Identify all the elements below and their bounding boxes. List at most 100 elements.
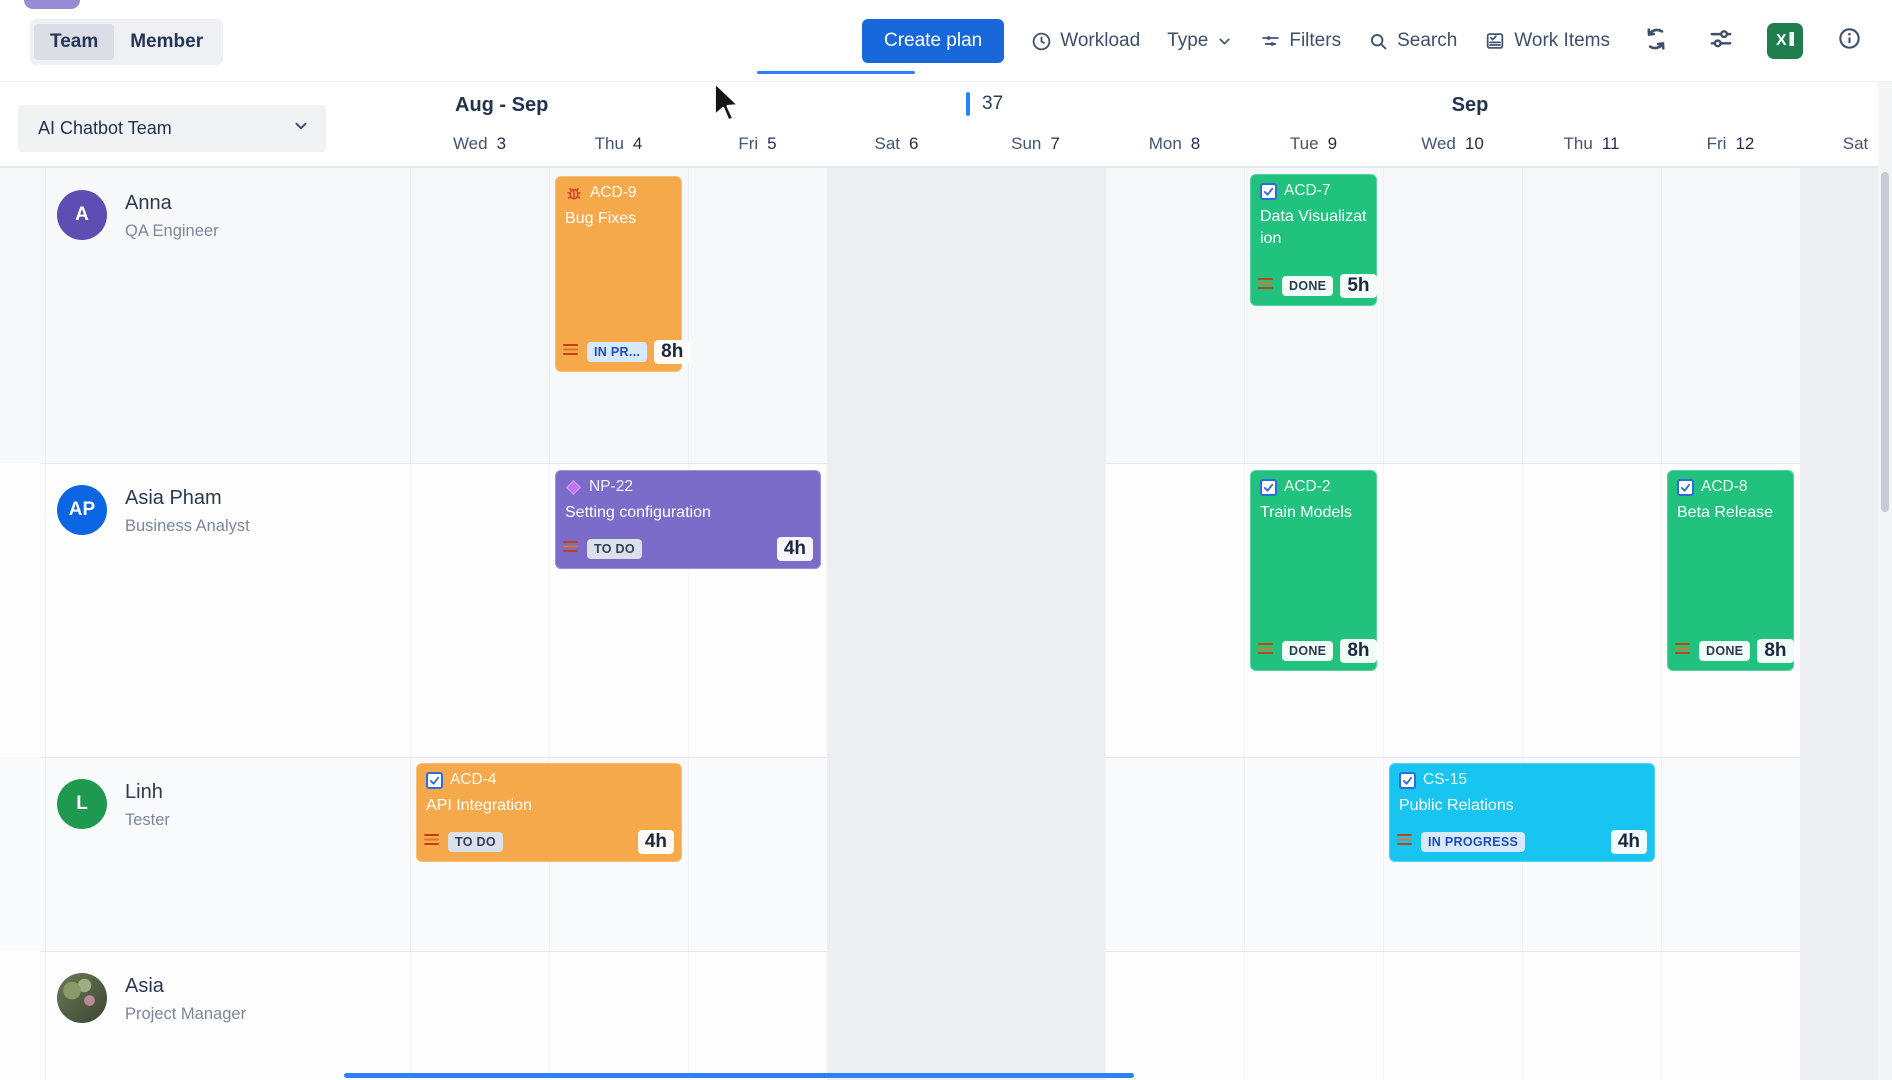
- task-key: NP-22: [589, 478, 633, 495]
- day-header-cell[interactable]: Thu 11: [1522, 134, 1661, 154]
- day-number-label: 12: [1735, 134, 1755, 153]
- toggle-team[interactable]: Team: [34, 24, 115, 60]
- day-of-week-label: Thu: [594, 134, 624, 153]
- checkbox-icon: [1260, 182, 1277, 200]
- task-card[interactable]: ACD-7 Data Visualization DONE 5h: [1250, 174, 1377, 306]
- vertical-scrollbar-thumb[interactable]: [1881, 172, 1889, 512]
- work-items-icon: [1484, 30, 1506, 52]
- task-card[interactable]: ACD-9 Bug Fixes IN PR... 8h: [555, 176, 691, 372]
- member-name: Anna: [125, 192, 172, 214]
- member-role: Project Manager: [125, 1005, 247, 1023]
- workload-button[interactable]: Workload: [1031, 30, 1140, 52]
- day-number-label: 8: [1190, 134, 1201, 153]
- task-card[interactable]: ACD-4 API Integration TO DO 4h: [416, 763, 682, 862]
- priority-stripes-icon: [563, 540, 580, 558]
- weekend-column-shading: [1800, 168, 1878, 1080]
- day-header-cell[interactable]: Tue 9: [1244, 134, 1383, 154]
- checkbox-icon: [1399, 771, 1416, 789]
- avatar: A: [57, 190, 107, 240]
- window-corner-artifact: [24, 0, 80, 9]
- filters-button[interactable]: Filters: [1260, 30, 1341, 52]
- toggle-member[interactable]: Member: [130, 31, 204, 52]
- sync-icon: [1643, 26, 1669, 57]
- member-row[interactable]: Asia Project Manager: [45, 951, 410, 1080]
- day-header-cell[interactable]: Mon 8: [1105, 134, 1244, 154]
- team-selector-dropdown[interactable]: AI Chatbot Team: [18, 105, 326, 152]
- column-gridline: [688, 168, 689, 1080]
- member-name: Asia: [125, 975, 164, 997]
- weekend-column-shading: [827, 168, 966, 1080]
- member-panel-left-edge: [45, 168, 46, 1080]
- task-card[interactable]: NP-22 Setting configuration TO DO 4h: [555, 470, 821, 569]
- priority-stripes-icon: [424, 833, 441, 851]
- member-role: Tester: [125, 811, 170, 829]
- filter-icon: [1260, 31, 1281, 52]
- day-of-week-label: Fri: [1706, 134, 1727, 153]
- task-key: ACD-2: [1284, 478, 1331, 495]
- priority-stripes-icon: [563, 343, 580, 361]
- day-of-week-label: Wed: [452, 134, 488, 153]
- task-card[interactable]: CS-15 Public Relations IN PROGRESS 4h: [1389, 763, 1655, 862]
- hours-badge: 4h: [776, 537, 813, 561]
- day-header-cell[interactable]: Thu 4: [549, 134, 688, 154]
- avatar: [57, 973, 107, 1023]
- member-row[interactable]: L Linh Tester: [45, 757, 410, 951]
- day-of-week-label: Mon: [1148, 134, 1182, 153]
- task-title: Beta Release: [1677, 504, 1774, 521]
- column-gridline: [1105, 168, 1106, 1080]
- weekend-column-shading: [966, 168, 1105, 1080]
- column-gridline: [1661, 168, 1662, 1080]
- month-label-right: Sep: [1451, 94, 1489, 116]
- member-row[interactable]: AP Asia Pham Business Analyst: [45, 463, 410, 757]
- day-header-cell[interactable]: Fri 12: [1661, 134, 1800, 154]
- create-plan-button[interactable]: Create plan: [862, 19, 1005, 63]
- checkbox-icon: [1677, 478, 1694, 496]
- hours-badge: 8h: [1340, 639, 1377, 663]
- type-dropdown[interactable]: Type: [1167, 30, 1233, 52]
- team-selector-label: AI Chatbot Team: [38, 118, 172, 138]
- display-settings-button[interactable]: [1702, 22, 1740, 60]
- day-number-label: 9: [1327, 134, 1338, 153]
- status-badge: DONE: [1282, 641, 1334, 661]
- member-name: Asia Pham: [125, 487, 222, 509]
- member-role: Business Analyst: [125, 517, 250, 535]
- column-gridline: [1244, 168, 1245, 1080]
- day-number-label: 11: [1601, 134, 1620, 153]
- task-key: ACD-7: [1284, 182, 1331, 199]
- day-header-cell[interactable]: Wed 10: [1383, 134, 1522, 154]
- day-header-cell[interactable]: Fri 5: [688, 134, 827, 154]
- horizontal-scrollbar-thumb[interactable]: [344, 1073, 1134, 1078]
- search-button[interactable]: Search: [1368, 30, 1457, 52]
- status-badge: TO DO: [587, 539, 642, 559]
- member-name: Linh: [125, 781, 163, 803]
- sync-button[interactable]: [1637, 22, 1675, 60]
- priority-stripes-icon: [1675, 642, 1692, 660]
- timeline-scroll-indicator: [757, 71, 915, 74]
- search-icon: [1368, 31, 1389, 52]
- day-header-cell[interactable]: Wed 3: [410, 134, 549, 154]
- member-row[interactable]: A Anna QA Engineer: [45, 168, 410, 463]
- priority-stripes-icon: [1397, 833, 1414, 851]
- task-key: CS-15: [1423, 771, 1467, 788]
- task-title: API Integration: [426, 797, 532, 814]
- svg-text:X: X: [1776, 32, 1787, 49]
- hours-badge: 4h: [637, 830, 674, 854]
- excel-export-button[interactable]: X: [1767, 23, 1803, 59]
- display-settings-icon: [1708, 26, 1734, 57]
- avatar: AP: [57, 485, 107, 535]
- info-button[interactable]: [1830, 22, 1868, 60]
- work-items-button[interactable]: Work Items: [1484, 30, 1610, 52]
- status-badge: IN PROGRESS: [1421, 832, 1526, 852]
- status-badge: DONE: [1282, 276, 1334, 296]
- vertical-scrollbar[interactable]: [1878, 82, 1892, 1080]
- status-badge: IN PR...: [587, 342, 648, 362]
- excel-export-icon: X: [1772, 26, 1798, 57]
- day-header-cell[interactable]: Sat 6: [827, 134, 966, 154]
- member-panel-divider: [410, 168, 411, 1080]
- day-of-week-label: Tue: [1289, 134, 1319, 153]
- task-card[interactable]: ACD-8 Beta Release DONE 8h: [1667, 470, 1794, 671]
- task-title: Public Relations: [1399, 797, 1514, 814]
- task-card[interactable]: ACD-2 Train Models DONE 8h: [1250, 470, 1377, 671]
- day-header-cell[interactable]: Sun 7: [966, 134, 1105, 154]
- hours-badge: 4h: [1610, 830, 1647, 854]
